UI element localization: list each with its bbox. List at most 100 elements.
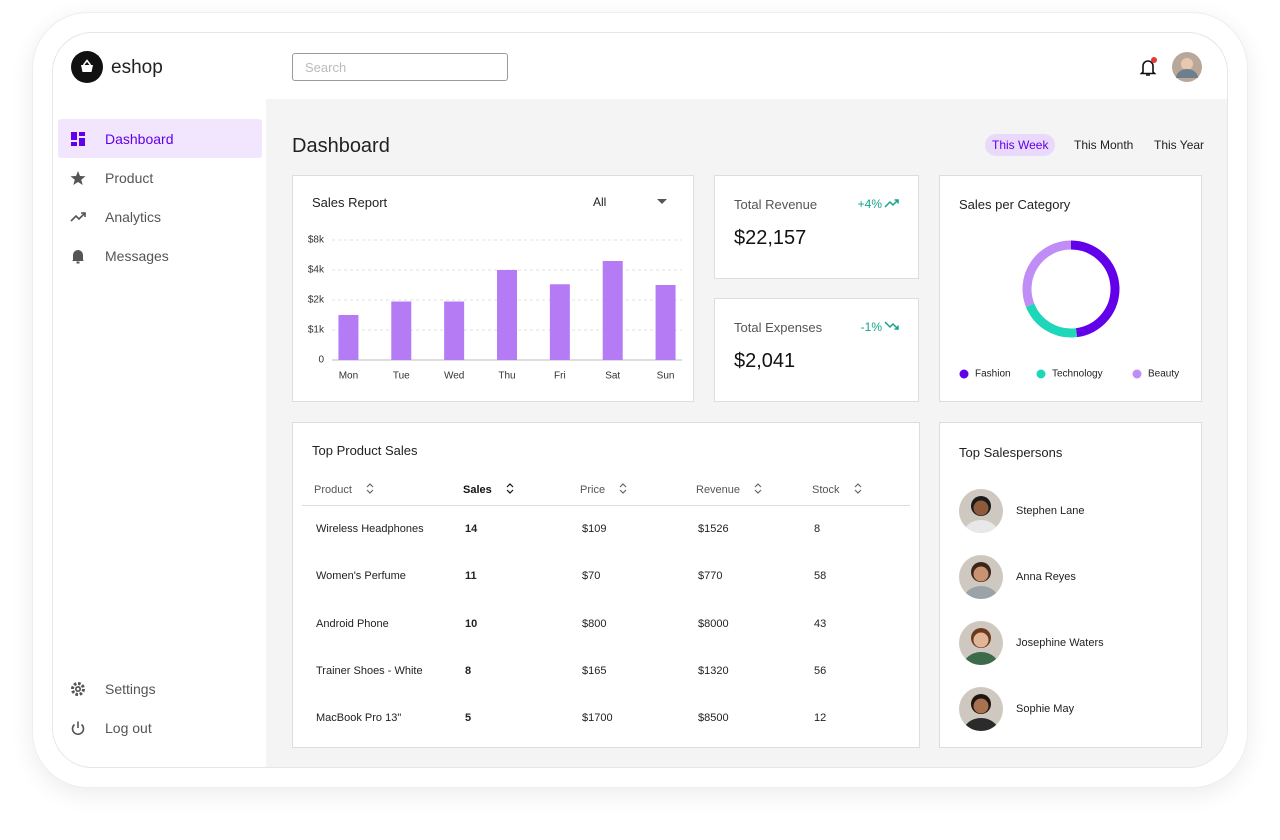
column-header[interactable]: Sales bbox=[463, 480, 514, 496]
nav-item[interactable]: Settings bbox=[58, 669, 262, 708]
page-title: Dashboard bbox=[292, 135, 390, 157]
top-products-card: Top Product Sales Product Sales Price Reven… bbox=[292, 422, 920, 748]
donut-segment bbox=[1022, 240, 1072, 307]
bar bbox=[338, 315, 359, 360]
column-header[interactable]: Price bbox=[580, 480, 627, 496]
stat-label: Total Revenue bbox=[734, 197, 818, 212]
nav-icon bbox=[72, 250, 84, 264]
search-placeholder: Search bbox=[305, 60, 347, 75]
column-header[interactable]: Product bbox=[314, 480, 374, 496]
legend-label: Technology bbox=[1052, 369, 1103, 380]
y-tick-label: $4k bbox=[308, 265, 325, 276]
card-title: Top Product Sales bbox=[312, 443, 418, 458]
card-title: Sales per Category bbox=[959, 197, 1071, 212]
notification-bell[interactable] bbox=[1137, 55, 1159, 79]
bar-chart: 0 $1k $2k $4k $8k Mon Tue Wed Thu Fri Sat Sun bbox=[308, 235, 682, 382]
table-cell: 11 bbox=[465, 570, 477, 583]
column-label: Sales bbox=[463, 484, 492, 496]
x-tick-label: Sat bbox=[605, 371, 620, 382]
table-cell: 14 bbox=[465, 523, 478, 535]
table-cell: Wireless Headphones bbox=[316, 523, 424, 535]
table-cell: 5 bbox=[465, 712, 472, 725]
logo bbox=[71, 51, 103, 83]
period-label: This Year bbox=[1154, 138, 1205, 152]
sort-icon bbox=[506, 483, 514, 494]
legend-dot bbox=[959, 369, 969, 379]
table-cell: 56 bbox=[814, 664, 827, 677]
table-cell: 43 bbox=[814, 617, 827, 630]
x-tick-label: Thu bbox=[498, 371, 515, 382]
filter-dropdown[interactable]: All bbox=[583, 190, 673, 214]
nav-icon bbox=[71, 721, 85, 736]
bar bbox=[549, 284, 570, 360]
stat-value: $22,157 bbox=[734, 227, 807, 249]
y-tick-label: $8k bbox=[308, 235, 325, 246]
person-name: Josephine Waters bbox=[1016, 637, 1104, 649]
period-tab[interactable]: This Week bbox=[985, 134, 1056, 156]
column-header[interactable]: Stock bbox=[812, 480, 862, 496]
card-title: Top Salespersons bbox=[959, 445, 1063, 460]
bar bbox=[444, 301, 465, 360]
donut-chart: Fashion Technology Beauty bbox=[959, 240, 1179, 380]
column-label: Price bbox=[580, 484, 606, 496]
person-name: Anna Reyes bbox=[1016, 571, 1076, 583]
header-divider bbox=[302, 505, 910, 506]
column-header[interactable]: Revenue bbox=[696, 480, 762, 496]
nav-item[interactable]: Analytics bbox=[58, 197, 262, 236]
nav-item[interactable]: Messages bbox=[58, 236, 262, 275]
period-label: This Week bbox=[992, 138, 1049, 152]
person-name: Stephen Lane bbox=[1016, 505, 1085, 517]
table-cell: $770 bbox=[698, 570, 723, 583]
stat-card: Total Expenses $2,041 -1% bbox=[714, 298, 919, 402]
nav-item[interactable]: Log out bbox=[58, 708, 262, 747]
y-tick-label: 0 bbox=[318, 355, 324, 366]
stat-change: +4% bbox=[857, 197, 882, 211]
trend-icon bbox=[884, 199, 899, 208]
table-cell: Women's Perfume bbox=[316, 570, 406, 583]
table-cell: 10 bbox=[465, 617, 478, 630]
column-label: Revenue bbox=[696, 484, 741, 496]
table-cell: $8000 bbox=[698, 617, 729, 630]
table-cell: 58 bbox=[814, 570, 827, 583]
x-tick-label: Mon bbox=[339, 371, 358, 382]
y-tick-label: $2k bbox=[308, 295, 325, 306]
person-avatar bbox=[959, 621, 1003, 665]
brand: eshop bbox=[111, 57, 163, 78]
column-label: Stock bbox=[812, 484, 840, 496]
sort-icon bbox=[754, 483, 762, 494]
table-cell: 8 bbox=[465, 664, 472, 677]
nav-item[interactable]: Dashboard bbox=[58, 119, 262, 158]
x-tick-label: Fri bbox=[554, 371, 566, 382]
table-cell: $1700 bbox=[582, 712, 613, 725]
table-cell: $1320 bbox=[698, 664, 729, 677]
table-cell: $800 bbox=[582, 617, 607, 630]
nav-item[interactable]: Product bbox=[58, 158, 262, 197]
filter-value: All bbox=[593, 195, 607, 209]
period-tab[interactable]: This Month bbox=[1067, 134, 1140, 156]
bar bbox=[391, 301, 412, 360]
table-cell: 12 bbox=[814, 712, 827, 725]
table-cell: Android Phone bbox=[316, 617, 389, 630]
nav-label: Analytics bbox=[105, 209, 162, 225]
trend-icon bbox=[884, 321, 899, 330]
person-avatar bbox=[959, 687, 1003, 731]
nav-label: Messages bbox=[105, 248, 169, 264]
nav-label: Settings bbox=[105, 681, 156, 697]
top-salespersons-card: Top Salespersons Stephen Lane Anna Reyes… bbox=[939, 422, 1202, 748]
stat-value: $2,041 bbox=[734, 350, 796, 372]
nav-icon bbox=[70, 212, 86, 222]
search-box[interactable]: Search bbox=[292, 53, 508, 81]
person-name: Sophie May bbox=[1016, 703, 1075, 715]
legend-label: Fashion bbox=[975, 369, 1011, 380]
user-avatar[interactable] bbox=[1171, 51, 1203, 83]
period-tab[interactable]: This Year bbox=[1147, 134, 1211, 156]
table-cell: 8 bbox=[814, 523, 821, 535]
x-tick-label: Sun bbox=[657, 371, 675, 382]
sales-report-card: Sales Report All 0 $1k $2k $4k $8k Mon Tue Wed T… bbox=[292, 175, 694, 402]
sort-icon bbox=[619, 483, 627, 494]
y-tick-label: $1k bbox=[308, 325, 325, 336]
table-cell: $1526 bbox=[698, 523, 729, 535]
person-avatar bbox=[959, 555, 1003, 599]
column-label: Product bbox=[314, 484, 352, 496]
